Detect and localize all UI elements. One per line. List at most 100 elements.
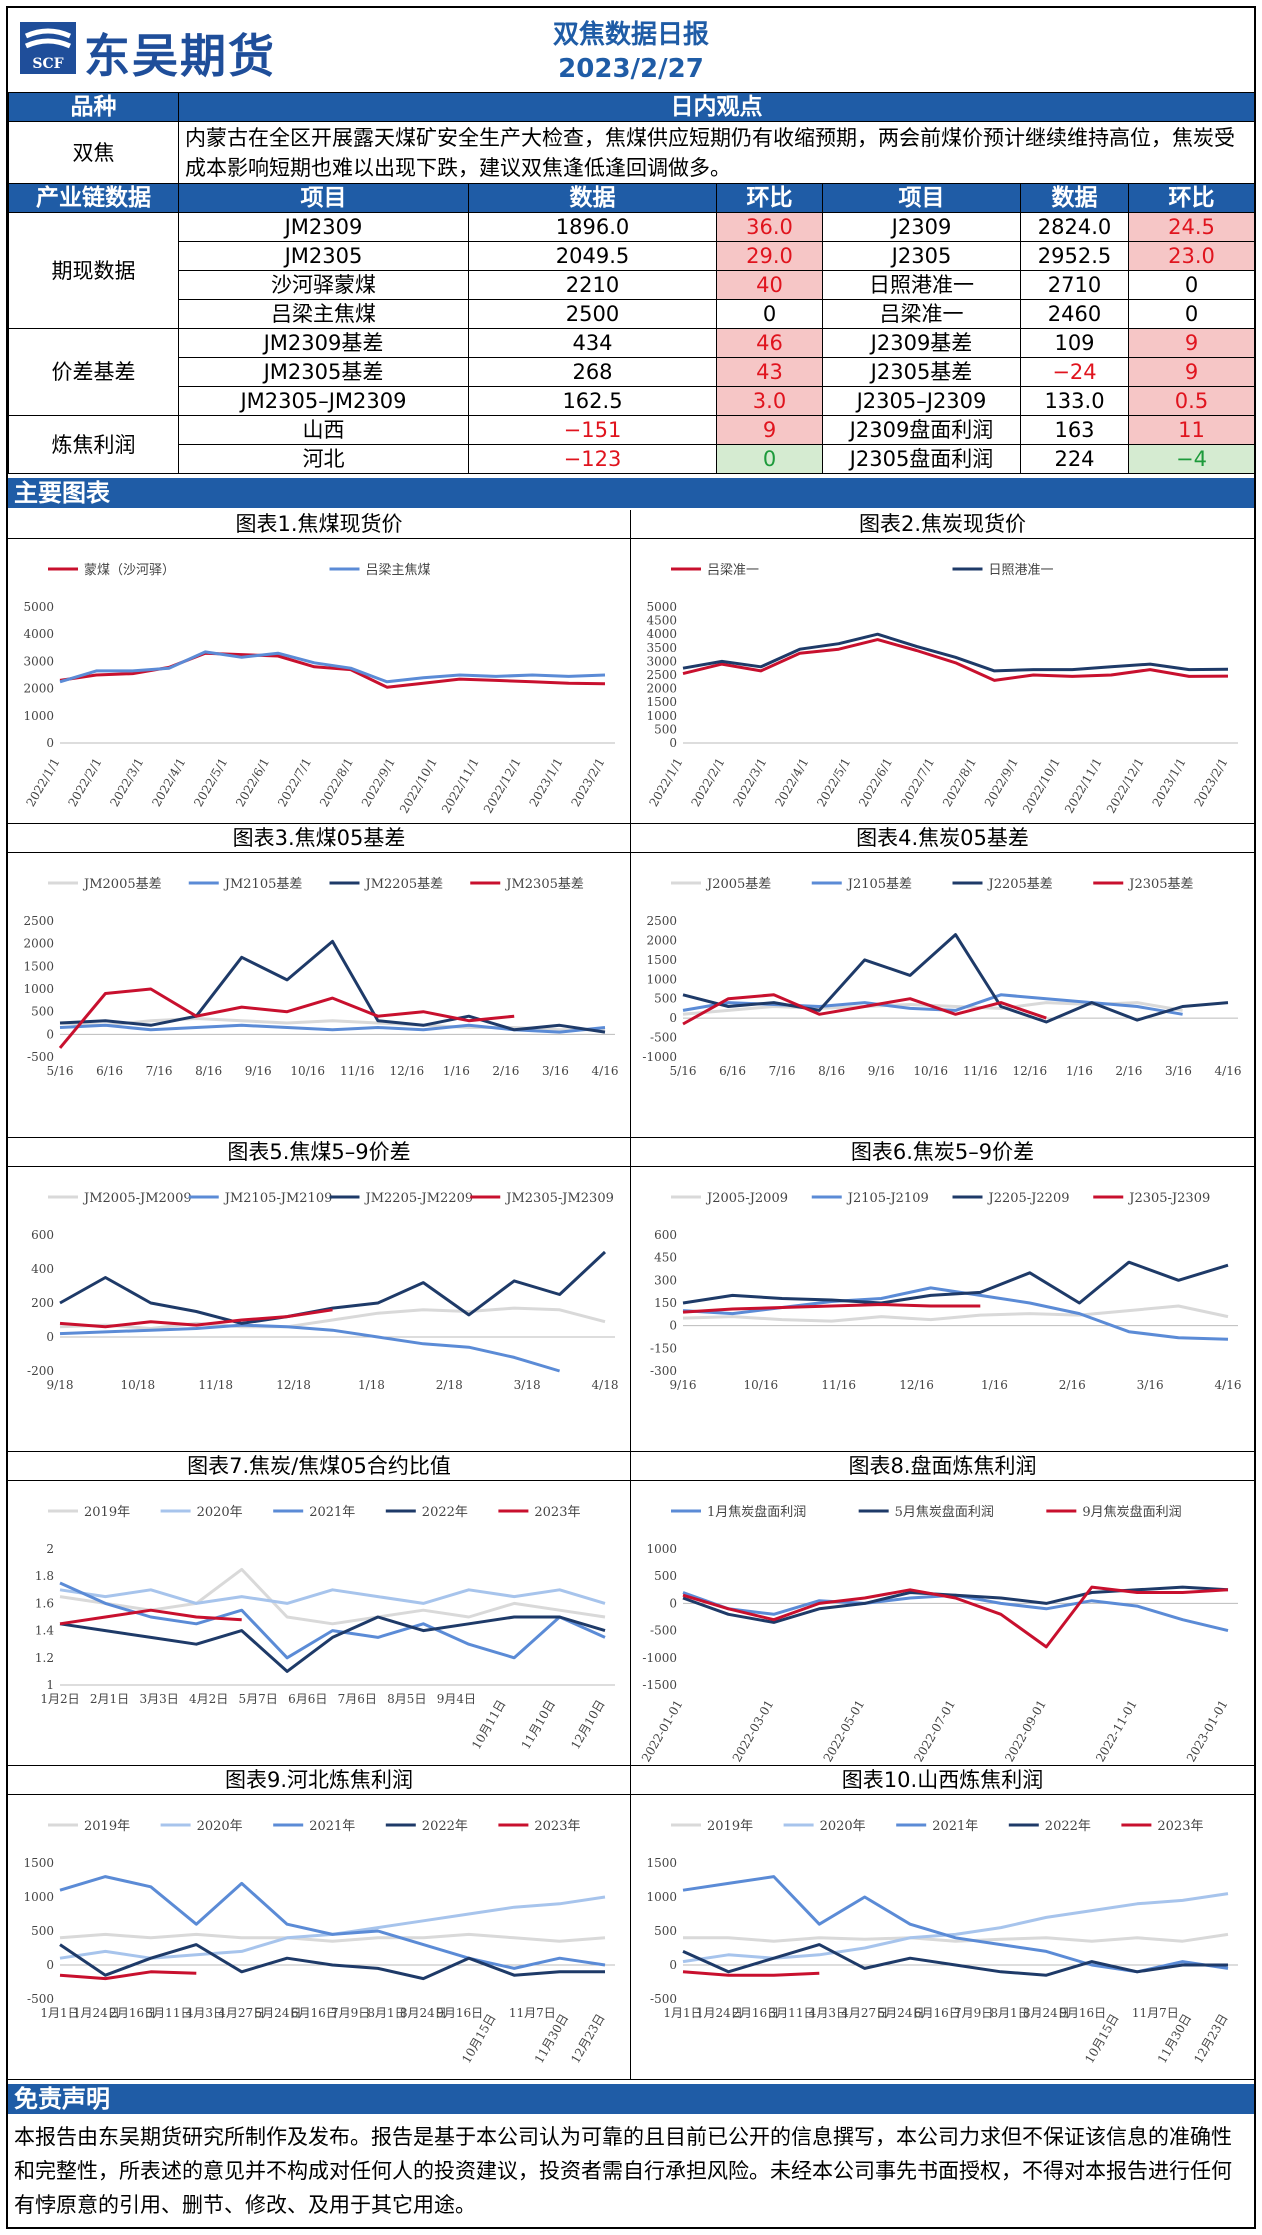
x-tick-label: 10/18 (121, 1378, 156, 1392)
x-tick-label: 4/18 (592, 1378, 619, 1392)
x-tick-label: 7/16 (769, 1064, 796, 1078)
value-cell: 2710 (1020, 270, 1129, 300)
x-tick-label: 1/16 (443, 1064, 470, 1078)
y-tick-label: 1 (46, 1678, 54, 1692)
series-line (59, 1608, 242, 1626)
series-line (59, 939, 606, 1034)
series-line (59, 1306, 606, 1330)
y-tick-label: -500 (650, 1031, 677, 1045)
y-tick-label: 150 (654, 1296, 677, 1310)
x-tick-label: 3/16 (1165, 1064, 1192, 1078)
item-cell: 吕梁主焦煤 (178, 299, 469, 329)
item-cell: J2309基差 (822, 328, 1021, 358)
value-cell: 268 (468, 357, 717, 387)
change-cell: 40 (716, 270, 823, 300)
series-line (59, 1932, 606, 1943)
legend-label: JM2005-JM2009 (82, 1191, 192, 1206)
legend-label: J2305-J2309 (1127, 1191, 1210, 1206)
x-tick-label: 2023-01-01 (1184, 1698, 1231, 1765)
variety-cell: 双焦 (8, 121, 179, 184)
series-line (682, 632, 1229, 673)
y-tick-label: 1000 (646, 1890, 677, 1904)
value-cell: −123 (468, 444, 717, 474)
series-line (59, 1017, 605, 1032)
y-tick-label: 1000 (23, 982, 54, 996)
x-tick-label: 3/16 (1137, 1378, 1164, 1392)
x-tick-label: 2022/3/1 (107, 756, 146, 810)
change-cell: 0 (1128, 299, 1255, 329)
change-cell: 0 (1128, 270, 1255, 300)
x-tick-label: 1/16 (981, 1378, 1008, 1392)
x-tick-label: 1/18 (358, 1378, 385, 1392)
x-tick-label: 12月23日 (568, 2012, 607, 2066)
y-tick-label: -1000 (642, 1651, 677, 1665)
y-tick-label: 600 (654, 1228, 677, 1242)
x-tick-label: 1月1日 (663, 2006, 702, 2020)
y-tick-label: 4000 (646, 627, 677, 641)
series-line (59, 1875, 606, 1970)
y-tick-label: 5000 (23, 600, 54, 614)
legend-label: 日照港准一 (989, 563, 1054, 578)
chart-panel: 图表2.焦炭现货价 吕梁准一 日照港准一 5000 4500 4000 3500 3000 25… (631, 510, 1254, 824)
y-tick-label: -1000 (642, 1050, 677, 1064)
y-tick-label: 0 (669, 736, 677, 750)
x-tick-label: 2022/11/1 (1062, 756, 1105, 816)
x-tick-label: 4/16 (1215, 1064, 1242, 1078)
legend-label: 2020年 (820, 1819, 866, 1834)
y-tick-label: 0 (669, 1958, 677, 1972)
value-cell: −151 (468, 415, 717, 445)
x-tick-label: 2022/12/1 (481, 756, 524, 816)
x-tick-label: 6月16日 (914, 2006, 961, 2020)
item-cell: J2305基差 (822, 357, 1021, 387)
x-tick-label: 6/16 (719, 1064, 746, 1078)
x-tick-label: 2022/1/1 (647, 756, 686, 810)
charts-section-title: 主要图表 (8, 478, 1254, 508)
x-tick-label: 11/18 (198, 1378, 233, 1392)
value-cell: 224 (1020, 444, 1129, 474)
change-cell: 3.0 (716, 386, 823, 416)
x-tick-label: 12月10日 (568, 1698, 607, 1752)
chart-panel: 图表4.焦炭05基差 J2005基差 J2105基差 J2205基差 J2305基差 25… (631, 824, 1254, 1138)
x-tick-label: 2023/1/1 (527, 756, 566, 810)
x-tick-label: 7/16 (146, 1064, 173, 1078)
report-title: 双焦数据日报 (552, 20, 709, 50)
y-tick-label: 400 (31, 1262, 54, 1276)
y-tick-label: 2000 (646, 933, 677, 947)
table-row: 价差基差 JM2309基差 434 46 J2309基差 109 9 (8, 328, 1255, 416)
legend-label: J2205-J2209 (987, 1191, 1070, 1206)
x-tick-label: 2/16 (492, 1064, 519, 1078)
chart-panel: 图表7.焦炭/焦煤05合约比值 2019年 2020年 2021年 2022年 2023年… (8, 1452, 631, 1766)
x-tick-label: 2月1日 (90, 1692, 129, 1706)
item-cell: J2305盘面利润 (822, 444, 1021, 474)
group-label: 期现数据 (8, 212, 179, 329)
x-tick-label: 3月3日 (139, 1692, 178, 1706)
y-tick-label: -1500 (642, 1678, 677, 1692)
report-date: 2023/2/27 (558, 54, 704, 84)
series-line (682, 1892, 1229, 1964)
change-cell: −4 (1128, 444, 1255, 474)
chart-svg: 2019年 2020年 2021年 2022年 2023年 1500 1000 500 0 -50… (646, 1819, 1238, 2066)
legend-label: JM2305-JM2309 (504, 1191, 614, 1206)
y-tick-label: 1000 (23, 709, 54, 723)
chart-title: 图表5.焦煤5–9价差 (8, 1138, 630, 1167)
x-tick-label: 9月4日 (437, 1692, 476, 1706)
series-line (682, 1304, 1229, 1323)
legend-label: 2021年 (309, 1819, 355, 1834)
legend-label: 蒙煤（沙河驿） (84, 563, 175, 578)
x-tick-label: 9/16 (670, 1378, 697, 1392)
series-line (682, 1970, 820, 1977)
y-tick-label: 2500 (646, 668, 677, 682)
x-tick-label: 1月24日 (696, 2006, 743, 2020)
y-tick-label: 1.4 (35, 1624, 54, 1638)
x-tick-label: 3/18 (514, 1378, 541, 1392)
chart-title: 图表7.焦炭/焦煤05合约比值 (8, 1452, 630, 1481)
report-frame (6, 6, 1256, 2229)
y-tick-label: 2 (46, 1542, 54, 1556)
y-tick-label: 0 (669, 1596, 677, 1610)
y-tick-label: 500 (654, 992, 677, 1006)
legend-label: 2019年 (707, 1819, 753, 1834)
chart-svg: 2019年 2020年 2021年 2022年 2023年 1500 1000 500 0 -50… (23, 1819, 615, 2066)
x-tick-label: 2022/7/1 (275, 756, 314, 810)
chain-title: 产业链数据 (8, 183, 179, 213)
header-change-right: 环比 (1128, 183, 1255, 213)
